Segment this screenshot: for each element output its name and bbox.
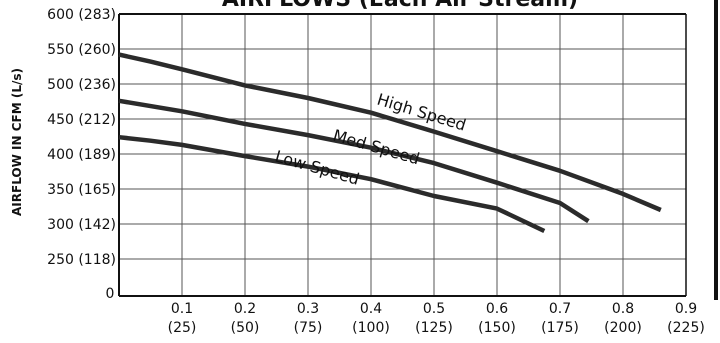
series-lines — [118, 52, 662, 234]
x-tick-label: 0.1 — [171, 301, 193, 317]
x-tick-sublabel: (175) — [541, 320, 579, 336]
x-tick-label: 0.7 — [549, 301, 571, 317]
x-tick-label: 0.8 — [612, 301, 634, 317]
y-tick-label: 450 (212) — [47, 112, 116, 128]
y-tick-label: 600 (283) — [47, 7, 116, 23]
x-tick-sublabel: (100) — [352, 320, 390, 336]
series-label-med: Med Speed — [331, 126, 422, 169]
y-tick-label: 500 (236) — [47, 77, 116, 93]
x-tick-label: 0.6 — [486, 301, 508, 317]
axes — [118, 13, 687, 297]
right-border-line — [714, 0, 718, 300]
y-tick-label: 400 (189) — [47, 147, 116, 163]
x-tick-sublabel: (200) — [604, 320, 642, 336]
x-tick-label: 0.2 — [234, 301, 256, 317]
x-tick-label: 0.5 — [423, 301, 445, 317]
y-tick-label: 550 (260) — [47, 42, 116, 58]
y-axis-label: AIRFLOW IN CFM (L/s) — [10, 68, 24, 216]
y-tick-label: 300 (142) — [47, 217, 116, 233]
x-tick-sublabel: (25) — [168, 320, 197, 336]
y-tick-labels: 600 (283) 550 (260) 500 (236) 450 (212) 400 … — [47, 7, 116, 268]
origin-label: 0 — [106, 286, 115, 302]
x-tick-sublabel: (150) — [478, 320, 516, 336]
x-tick-sublabel: (125) — [415, 320, 453, 336]
series-line-1 — [118, 98, 590, 224]
series-line-0 — [118, 52, 662, 213]
chart-title: AIRFLOWS (Each Air Stream) — [222, 0, 578, 12]
x-tick-sublabel: (225) — [667, 320, 705, 336]
x-tick-labels: 0.1 (25) 0.2 (50) 0.3 (75) 0.4 (100) 0.5 (125) 0.6… — [168, 301, 705, 336]
x-tick-sublabel: (75) — [294, 320, 323, 336]
series-line-2 — [118, 134, 546, 234]
x-tick-label: 0.3 — [297, 301, 319, 317]
x-tick-label: 0.4 — [360, 301, 382, 317]
y-tick-label: 350 (165) — [47, 182, 116, 198]
x-tick-sublabel: (50) — [231, 320, 260, 336]
series-label-low: Low Speed — [273, 147, 362, 189]
x-tick-label: 0.9 — [675, 301, 697, 317]
y-tick-label: 250 (118) — [47, 252, 116, 268]
